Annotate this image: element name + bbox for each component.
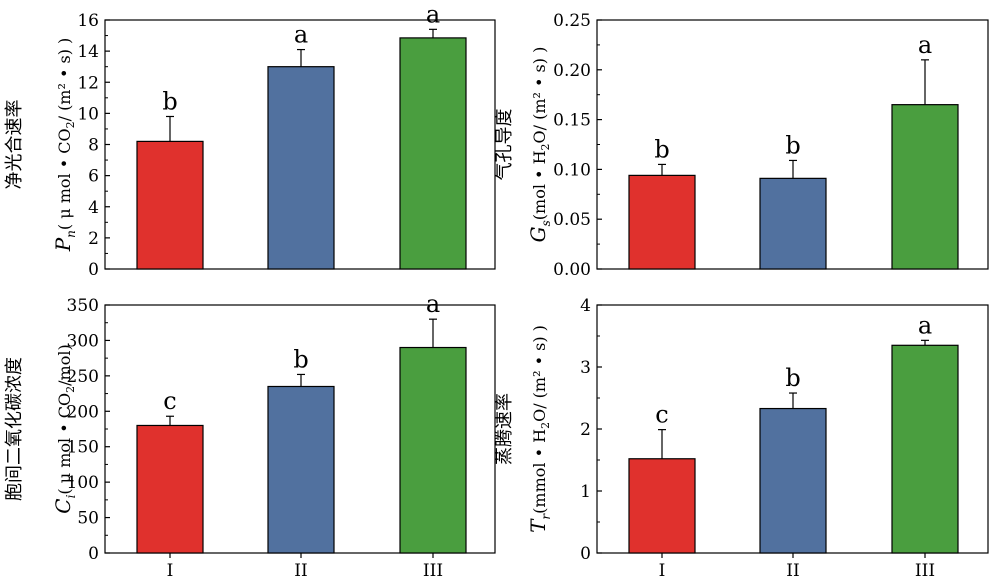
y-axis-unit-subscript: 2 xyxy=(539,143,552,150)
y-tick-label: 4 xyxy=(88,198,99,218)
y-axis-symbol-subscript: i xyxy=(64,494,78,498)
y-axis-symbol-subscript: r xyxy=(539,513,553,520)
bar-II xyxy=(267,385,335,554)
y-axis-unit-text: ( μ mol • CO xyxy=(55,393,74,495)
y-tick-label: 100 xyxy=(67,473,99,493)
y-axis-symbol: P xyxy=(51,237,75,252)
y-axis-unit-subscript: 2 xyxy=(539,422,552,429)
y-axis-symbol: G xyxy=(526,226,550,242)
significance-letter: b xyxy=(162,87,177,115)
y-axis-unit-text: /mol) xyxy=(55,344,74,386)
x-tick-label: III xyxy=(915,561,935,581)
bar-III xyxy=(891,104,959,270)
y-tick-label: 1 xyxy=(580,482,591,502)
y-tick-label: 50 xyxy=(77,509,99,529)
y-axis-label-name: 蒸腾速率 xyxy=(494,393,515,465)
y-tick-label: 0 xyxy=(88,260,99,280)
y-axis-unit-text: (mol • H xyxy=(530,150,549,220)
y-tick-label: 12 xyxy=(77,73,99,93)
y-axis-unit-text: O/ (m² • s) ) xyxy=(530,325,549,422)
significance-letter: c xyxy=(655,401,668,429)
significance-letter: b xyxy=(785,131,800,159)
y-tick-label: 10 xyxy=(77,104,99,124)
y-axis-unit-text: (mmol • H xyxy=(530,429,549,514)
y-tick-label: 14 xyxy=(77,42,99,62)
y-tick-label: 0.00 xyxy=(553,260,591,280)
y-tick-label: 150 xyxy=(67,438,99,458)
y-tick-label: 0 xyxy=(88,544,99,564)
y-axis-label-unit: Ci( μ mol • CO2/mol) xyxy=(51,344,78,513)
significance-letter: a xyxy=(918,311,932,339)
y-axis-symbol-subscript: n xyxy=(64,230,78,238)
y-tick-label: 0.25 xyxy=(553,11,591,31)
y-tick-label: 2 xyxy=(88,229,99,249)
significance-letter: b xyxy=(293,345,308,373)
y-tick-label: 350 xyxy=(67,296,99,316)
x-tick-label: I xyxy=(659,561,666,581)
y-tick-label: 0.20 xyxy=(553,61,591,81)
x-tick-label: II xyxy=(786,561,799,581)
chart-panel-3: 0 50 100 150 200 250 300 350 c Ib II a III 胞间二氧化碳浓度 Ci… xyxy=(4,290,496,581)
y-tick-label: 3 xyxy=(580,358,591,378)
y-axis-symbol-subscript: s xyxy=(539,220,553,226)
significance-letter: c xyxy=(163,387,176,415)
bar-II xyxy=(267,66,335,270)
bar-I xyxy=(136,424,204,554)
significance-letter: a xyxy=(294,21,308,49)
x-tick-label: III xyxy=(423,561,443,581)
y-axis-symbol: T xyxy=(526,518,550,533)
significance-letter: a xyxy=(918,31,932,59)
chart-panel-2: 0.00 0.05 0.10 0.15 0.20 0.25 b b a 气孔导度 Gs(mol • … xyxy=(494,11,989,280)
y-tick-label: 2 xyxy=(580,420,591,440)
y-axis-unit-subscript: 2 xyxy=(64,121,77,128)
y-axis-unit-text: / (m² • s) ) xyxy=(55,38,74,122)
y-tick-label: 6 xyxy=(88,167,99,187)
bar-III xyxy=(399,346,467,554)
bar-III xyxy=(399,37,467,270)
y-axis-symbol: C xyxy=(51,498,75,513)
y-axis-label-name: 胞间二氧化碳浓度 xyxy=(4,357,25,501)
y-tick-label: 4 xyxy=(580,296,591,316)
y-tick-label: 200 xyxy=(67,402,99,422)
bar-I xyxy=(136,140,204,270)
bar-I xyxy=(628,174,696,270)
bar-II xyxy=(759,407,827,554)
significance-letter: a xyxy=(426,0,440,28)
bar-III xyxy=(891,344,959,554)
y-tick-label: 0.10 xyxy=(553,160,591,180)
significance-letter: a xyxy=(426,290,440,318)
y-tick-label: 300 xyxy=(67,331,99,351)
y-tick-label: 0.05 xyxy=(553,210,591,230)
y-axis-label-name: 净光合速率 xyxy=(4,100,25,190)
y-tick-label: 250 xyxy=(67,367,99,387)
y-tick-label: 8 xyxy=(88,136,99,156)
y-axis-label-name: 气孔导度 xyxy=(494,109,515,181)
significance-letter: b xyxy=(785,364,800,392)
y-axis-unit-subscript: 2 xyxy=(64,386,77,393)
y-tick-label: 0 xyxy=(580,544,591,564)
bar-II xyxy=(759,177,827,270)
y-tick-label: 16 xyxy=(77,11,99,31)
y-axis-label-unit: Pn( μ mol • CO2/ (m² • s) ) xyxy=(51,38,78,253)
y-axis-label-unit: Tr(mmol • H2O/ (m² • s) ) xyxy=(526,325,553,533)
y-axis-unit-text: O/ (m² • s) ) xyxy=(530,47,549,144)
bar-I xyxy=(628,458,696,554)
x-tick-label: II xyxy=(294,561,307,581)
y-axis-unit-text: ( μ mol • CO xyxy=(55,128,74,230)
y-axis-label-unit: Gs(mol • H2O/ (m² • s) ) xyxy=(526,47,553,243)
y-tick-label: 0.15 xyxy=(553,111,591,131)
x-tick-label: I xyxy=(167,561,174,581)
significance-letter: b xyxy=(654,135,669,163)
